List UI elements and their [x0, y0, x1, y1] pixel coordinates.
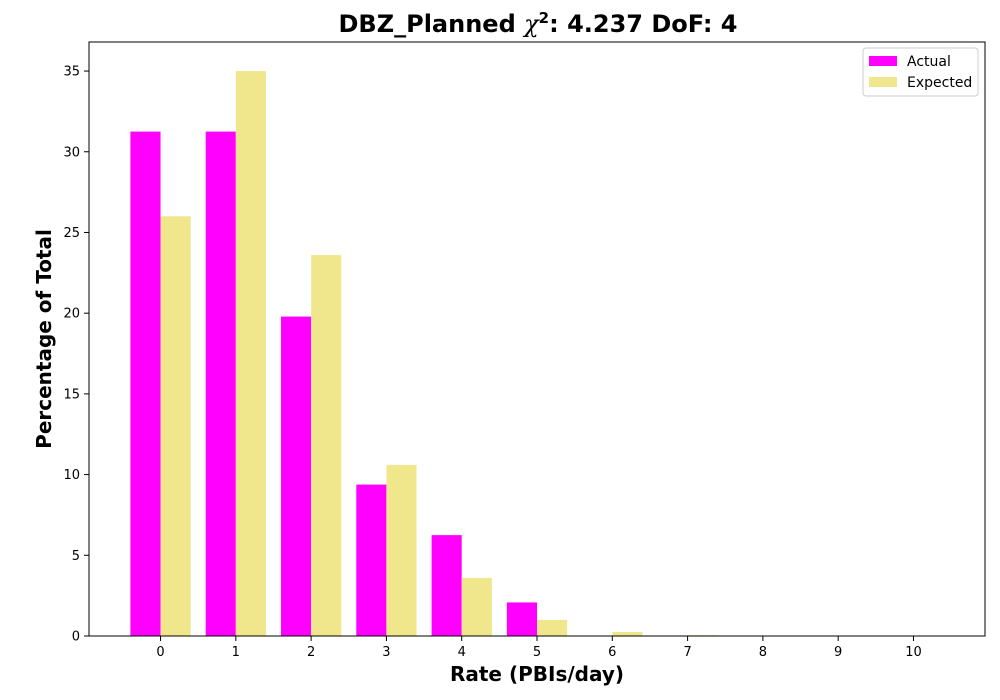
y-tick-label: 15 [63, 387, 80, 402]
bar-expected-6 [612, 631, 643, 636]
x-tick-label: 8 [759, 645, 767, 660]
bar-expected-4 [461, 577, 492, 636]
x-tick-label: 3 [382, 645, 390, 660]
bar-actual-2 [281, 316, 312, 636]
bar-expected-5 [537, 619, 568, 636]
legend: Actual Expected [862, 47, 979, 97]
bar-expected-1 [235, 71, 266, 637]
y-tick-label: 25 [63, 226, 80, 241]
bar-actual-5 [506, 602, 537, 636]
bar-actual-1 [205, 131, 236, 636]
y-tick-label: 0 [72, 630, 80, 645]
chart-title-prefix: DBZ_Planned [339, 10, 525, 38]
legend-swatch-actual [869, 56, 897, 66]
x-tick-label: 6 [608, 645, 616, 660]
x-tick-label: 9 [834, 645, 842, 660]
legend-swatch-expected [869, 77, 897, 87]
x-axis-label: Rate (PBIs/day) [450, 662, 624, 686]
chart-title-suffix: : 4.237 DoF: 4 [549, 10, 737, 38]
chart-title-symbol: χ [522, 10, 540, 38]
chart-title: DBZ_Planned χ2: 4.237 DoF: 4 [339, 9, 738, 38]
bar-expected-0 [160, 216, 191, 636]
bar-expected-3 [386, 464, 417, 636]
chart-title-superscript: 2 [539, 9, 549, 27]
x-tick-label: 1 [232, 645, 240, 660]
x-tick-label: 4 [458, 645, 466, 660]
bar-actual-4 [431, 535, 462, 636]
y-tick-label: 5 [72, 549, 80, 564]
x-tick-label: 2 [307, 645, 315, 660]
y-tick-label: 10 [63, 468, 80, 483]
x-tick-label: 7 [683, 645, 691, 660]
bar-actual-3 [356, 484, 387, 636]
bar-actual-0 [130, 131, 161, 636]
plot-area: 0 1 2 3 4 5 6 7 8 9 10 0 5 10 15 20 25 30 35 [63, 41, 986, 660]
x-tick-label: 5 [533, 645, 541, 660]
y-tick-label: 20 [63, 307, 80, 322]
legend-label-actual: Actual [907, 54, 951, 70]
y-tick-label: 30 [63, 145, 80, 160]
x-tick-label: 10 [905, 645, 922, 660]
legend-label-expected: Expected [907, 75, 972, 91]
y-tick-label: 35 [63, 65, 80, 80]
bar-expected-2 [311, 255, 342, 636]
y-axis-label: Percentage of Total [32, 229, 56, 449]
x-tick-label: 0 [156, 645, 164, 660]
